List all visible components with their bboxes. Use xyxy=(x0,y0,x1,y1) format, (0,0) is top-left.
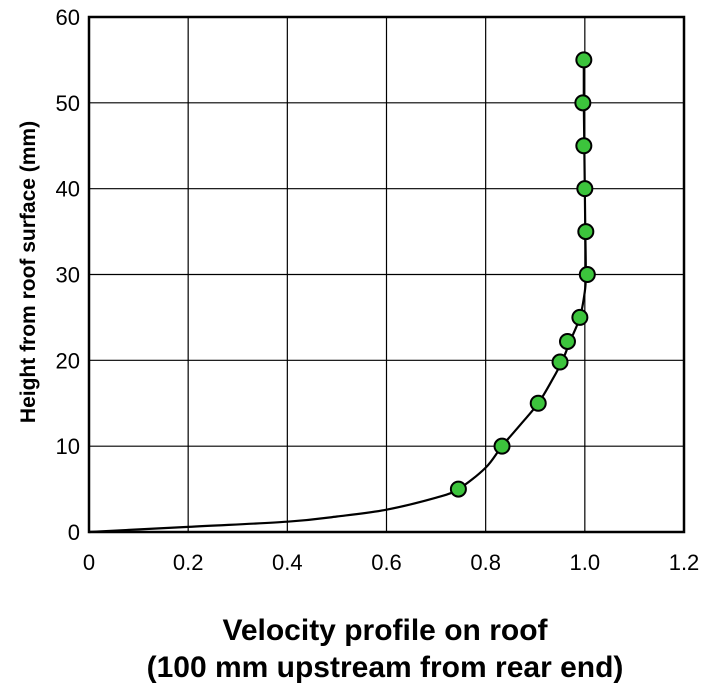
data-point xyxy=(577,223,595,241)
data-point xyxy=(575,137,593,155)
x-tick-label: 0.2 xyxy=(173,550,204,575)
y-tick-label: 40 xyxy=(56,177,80,202)
data-point xyxy=(575,51,593,69)
plot-frame xyxy=(87,15,686,534)
y-tick-label: 50 xyxy=(56,91,80,116)
x-tick-labels: 0 0.2 0.4 0.6 0.8 1.0 1.2 xyxy=(83,550,699,575)
x-tick-label: 1.2 xyxy=(669,550,700,575)
y-tick-label: 20 xyxy=(56,348,80,373)
y-tick-label: 10 xyxy=(56,434,80,459)
y-tick-label: 0 xyxy=(68,520,80,545)
y-axis-label: Height from roof surface (mm) xyxy=(17,121,40,423)
y-tick-labels: 0 10 20 30 40 50 60 xyxy=(56,5,80,545)
y-tick-label: 60 xyxy=(56,5,80,30)
measurement-points xyxy=(449,51,596,498)
data-point xyxy=(574,94,592,112)
x-tick-label: 0.8 xyxy=(470,550,501,575)
x-tick-label: 0 xyxy=(83,550,95,575)
data-point xyxy=(558,332,576,350)
velocity-profile-curve xyxy=(88,59,587,534)
x-axis-label-line2: (100 mm upstream from rear end) xyxy=(147,651,624,684)
x-tick-label: 0.4 xyxy=(272,550,303,575)
y-tick-label: 30 xyxy=(56,263,80,288)
data-point xyxy=(449,480,467,498)
data-point xyxy=(493,437,511,455)
data-point xyxy=(529,394,547,412)
data-point xyxy=(576,180,594,198)
data-point xyxy=(551,353,569,371)
x-tick-label: 0.6 xyxy=(371,550,402,575)
data-point xyxy=(571,308,589,326)
x-axis-label-line1: Velocity profile on roof xyxy=(222,614,548,647)
data-point xyxy=(578,266,596,283)
x-tick-label: 1.0 xyxy=(570,550,601,575)
